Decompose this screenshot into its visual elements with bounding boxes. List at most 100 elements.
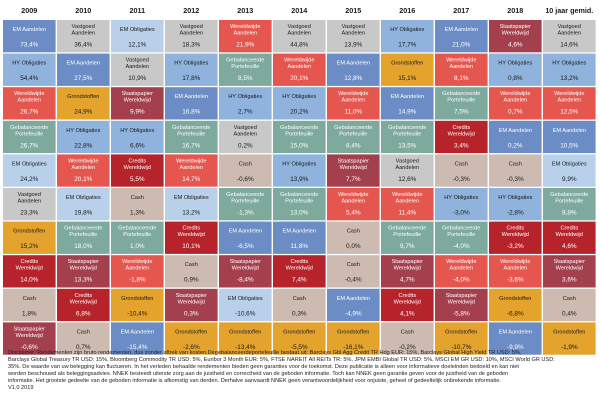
- return-value: 9,9%: [562, 176, 577, 183]
- asset-class-label: Credits: [452, 125, 470, 131]
- quilt-cell: [111, 154, 164, 187]
- quilt-cell: [57, 53, 110, 86]
- asset-class-label: Aandelen: [395, 165, 419, 171]
- return-value: 12,5%: [560, 109, 578, 116]
- quilt-cell: [165, 288, 218, 322]
- quilt-cell: [489, 53, 542, 86]
- asset-class-label: EM Aandelen: [121, 329, 154, 335]
- return-value: 0,7%: [508, 109, 523, 116]
- return-value: 14,7%: [182, 176, 200, 183]
- asset-class-label: Wereldwijd: [448, 299, 475, 305]
- quilt-cell: [3, 20, 56, 53]
- asset-class-label: HY Obligaties: [228, 94, 262, 100]
- asset-class-label: Gebalanceerde: [172, 125, 210, 131]
- quilt-cell: [219, 255, 272, 288]
- column-header: 2013: [237, 6, 253, 15]
- asset-class-label: Portefeuille: [15, 131, 43, 137]
- quilt-cell: [435, 20, 488, 53]
- disclaimer-line: informatie. Het grootste gedeelte van de…: [8, 378, 501, 385]
- quilt-cell: [111, 20, 164, 53]
- asset-class-label: Aandelen: [449, 64, 473, 70]
- quilt-cell: [219, 87, 272, 120]
- return-value: 13,9%: [290, 176, 308, 183]
- asset-class-label: Gebalanceerde: [550, 192, 588, 198]
- quilt-cell: [327, 322, 380, 355]
- quilt-cell: [489, 255, 542, 288]
- return-value: 0,8%: [508, 75, 523, 82]
- asset-class-label: Wereldwijde: [392, 192, 422, 198]
- return-value: 26,7%: [20, 142, 38, 149]
- return-value: 0,3%: [292, 310, 307, 317]
- asset-class-label: Cash: [131, 195, 144, 201]
- return-value: 8,4%: [346, 142, 361, 149]
- return-value: -4,0%: [453, 243, 470, 250]
- return-value: 12,6%: [398, 176, 416, 183]
- quilt-cell: [165, 120, 218, 154]
- quilt-cell: [3, 322, 56, 355]
- return-value: 13,2%: [560, 75, 578, 82]
- quilt-cell: [57, 322, 110, 355]
- asset-class-label: Portefeuille: [231, 199, 259, 205]
- quilt-cell: [165, 154, 218, 187]
- asset-class-label: Credits: [182, 226, 200, 232]
- asset-class-label: Portefeuille: [285, 199, 313, 205]
- asset-class-label: Wereldwijd: [448, 131, 475, 137]
- return-value: 4,7%: [400, 277, 415, 284]
- quilt-cell: [489, 87, 542, 120]
- asset-class-label: Wereldwijd: [16, 266, 43, 272]
- asset-class-label: Grondstoffen: [121, 296, 153, 302]
- asset-class-label: Aandelen: [341, 98, 365, 104]
- return-value: 26,7%: [20, 109, 38, 116]
- asset-class-label: Aandelen: [395, 199, 419, 205]
- asset-class-label: Aandelen: [557, 31, 581, 37]
- quilt-cell: [3, 188, 56, 221]
- asset-class-label: Aandelen: [17, 199, 41, 205]
- asset-class-label: Cash: [77, 329, 90, 335]
- asset-class-label: Wereldwijde: [230, 24, 260, 30]
- return-value: 14,6%: [560, 42, 578, 49]
- return-value: 24,9%: [74, 109, 92, 116]
- asset-class-label: EM Aandelen: [499, 329, 532, 335]
- asset-class-label: Wereldwijd: [232, 266, 259, 272]
- quilt-cell: [273, 255, 326, 288]
- return-value: 0,2%: [508, 142, 523, 149]
- return-value: 0,4%: [562, 310, 577, 317]
- asset-class-label: Aandelen: [179, 31, 203, 37]
- quilt-cell: [435, 322, 488, 355]
- quilt-cell: [111, 221, 164, 254]
- quilt-cell: [57, 20, 110, 53]
- asset-class-label: Grondstoffen: [67, 94, 99, 100]
- return-value: -16,1%: [343, 344, 364, 351]
- asset-class-label: Cash: [185, 262, 198, 268]
- asset-class-label: Aandelen: [341, 199, 365, 205]
- return-value: 18,0%: [74, 243, 92, 250]
- return-value: 15,2%: [20, 243, 38, 250]
- return-value: -0,6%: [237, 176, 254, 183]
- asset-class-label: Cash: [509, 161, 522, 167]
- asset-class-label: Staatspapier: [68, 259, 100, 265]
- return-value: 21,0%: [452, 42, 470, 49]
- asset-class-label: EM Aandelen: [175, 94, 208, 100]
- asset-class-label: EM Aandelen: [13, 27, 46, 33]
- asset-class-label: Aandelen: [557, 98, 581, 104]
- return-value: 16,8%: [182, 109, 200, 116]
- asset-class-label: Gebalanceerde: [280, 192, 318, 198]
- quilt-cell: [57, 87, 110, 120]
- quilt-cell: [273, 188, 326, 221]
- quilt-cell: [273, 120, 326, 154]
- asset-class-label: HY Obligaties: [444, 195, 478, 201]
- asset-class-label: Wereldwijde: [122, 259, 152, 265]
- return-value: 4,6%: [508, 42, 523, 49]
- quilt-cell: [435, 120, 488, 154]
- return-value: 13,3%: [74, 277, 92, 284]
- asset-class-label: EM Aandelen: [283, 229, 316, 235]
- asset-class-label: Cash: [401, 329, 414, 335]
- quilt-cell: [3, 288, 56, 322]
- return-value: 6,6%: [130, 142, 145, 149]
- return-value: 9,7%: [400, 243, 415, 250]
- asset-class-label: Wereldwijde: [446, 58, 476, 64]
- quilt-cell: [381, 53, 434, 86]
- quilt-cell: [219, 288, 272, 322]
- asset-class-label: Gebalanceerde: [334, 125, 372, 131]
- return-value: -0,3%: [453, 176, 470, 183]
